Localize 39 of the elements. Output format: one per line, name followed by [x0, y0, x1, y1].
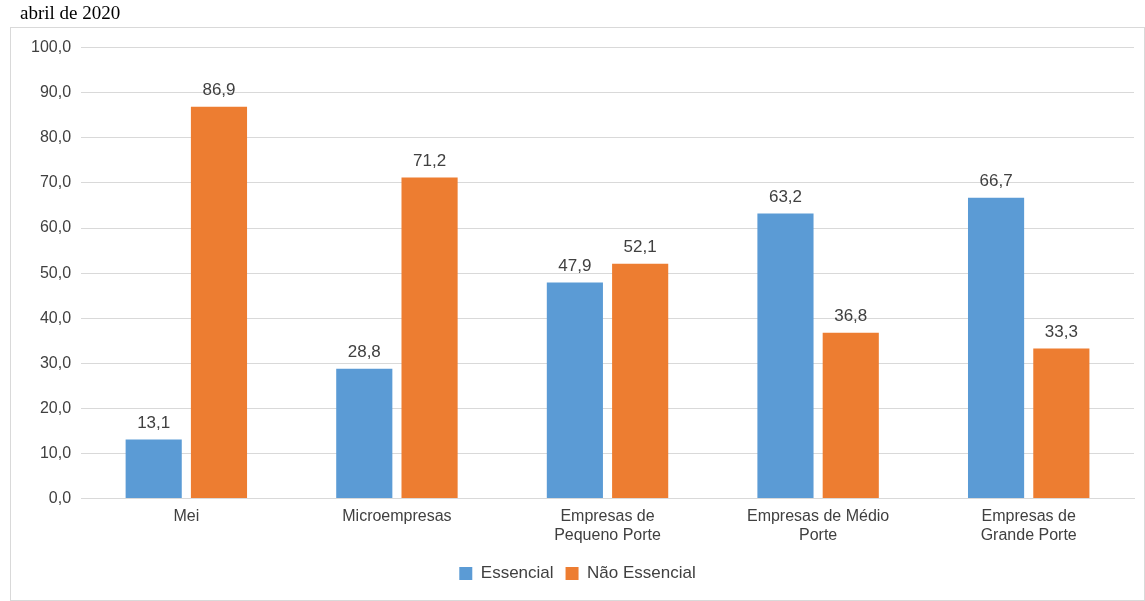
data-label: 28,8 — [347, 341, 381, 361]
y-tick-label: 60,0 — [39, 218, 72, 236]
bar — [336, 368, 393, 499]
y-tick-label: 20,0 — [39, 398, 72, 416]
x-tick-label: Empresas de Médio Porte — [746, 506, 890, 543]
x-tick-label: Mei — [173, 506, 200, 524]
bar — [546, 282, 603, 499]
data-label: 66,7 — [979, 170, 1013, 190]
data-label: 13,1 — [137, 412, 171, 432]
data-label: 71,2 — [413, 150, 447, 170]
bar — [822, 332, 879, 499]
data-label: 33,3 — [1044, 321, 1078, 341]
x-tick-label: Microempresas — [342, 506, 452, 524]
data-label: 52,1 — [623, 236, 657, 256]
bar — [1033, 348, 1090, 499]
y-tick-label: 0,0 — [48, 489, 72, 507]
y-tick-label: 50,0 — [39, 263, 72, 281]
y-tick-label: 10,0 — [39, 443, 72, 461]
legend-label: Essencial — [480, 563, 554, 583]
bar — [125, 439, 182, 499]
chart-title: abril de 2020 — [20, 2, 121, 24]
x-tick-label: Empresas de Pequeno Porte — [554, 506, 661, 543]
y-tick-label: 80,0 — [39, 128, 72, 146]
data-label: 36,8 — [834, 305, 868, 325]
x-tick-label: Empresas de Grande Porte — [980, 506, 1077, 543]
y-tick-label: 70,0 — [39, 173, 72, 191]
y-tick-label: 30,0 — [39, 353, 72, 371]
legend-label: Não Essencial — [587, 563, 696, 583]
data-label: 86,9 — [202, 79, 236, 99]
y-tick-label: 90,0 — [39, 83, 72, 101]
bar — [967, 197, 1025, 499]
y-tick-label: 40,0 — [39, 308, 72, 326]
y-tick-label: 100,0 — [30, 38, 72, 56]
bar — [401, 177, 458, 499]
bar — [612, 263, 669, 499]
data-label: 63,2 — [768, 186, 803, 206]
bar — [757, 213, 814, 499]
data-label: 47,9 — [558, 255, 592, 275]
bar — [190, 106, 248, 499]
